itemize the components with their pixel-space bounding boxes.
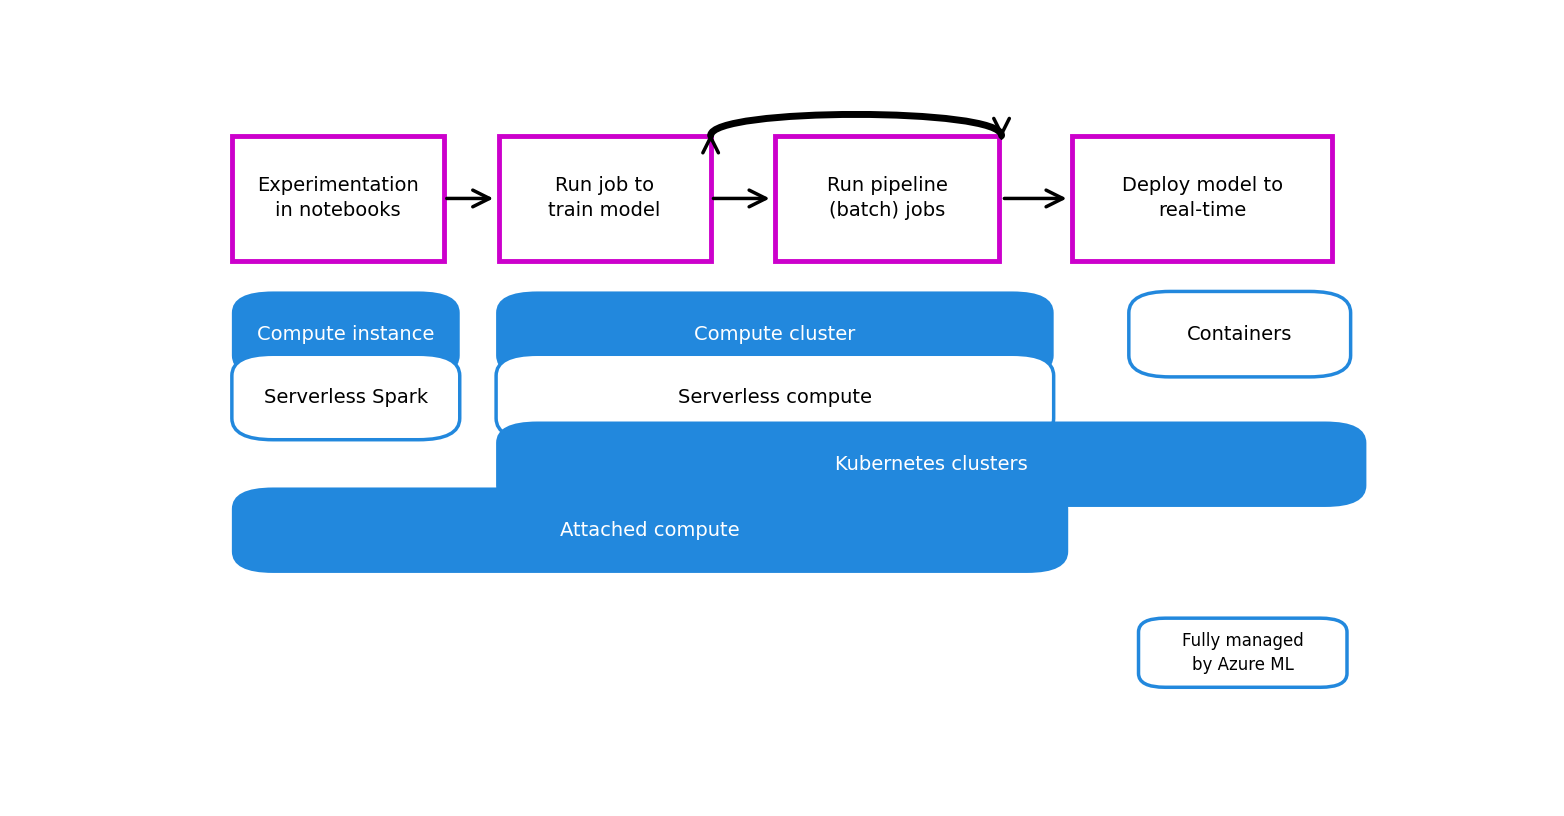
FancyBboxPatch shape xyxy=(231,487,1068,573)
FancyBboxPatch shape xyxy=(1071,135,1333,261)
Text: Fully managed
by Azure ML: Fully managed by Azure ML xyxy=(1182,632,1304,673)
FancyBboxPatch shape xyxy=(499,135,710,261)
Text: Kubernetes clusters: Kubernetes clusters xyxy=(835,455,1028,474)
FancyBboxPatch shape xyxy=(231,291,460,377)
FancyBboxPatch shape xyxy=(496,354,1054,440)
Text: Serverless compute: Serverless compute xyxy=(677,388,871,406)
Text: Run job to
train model: Run job to train model xyxy=(549,176,660,220)
FancyBboxPatch shape xyxy=(496,291,1054,377)
FancyBboxPatch shape xyxy=(1139,619,1347,687)
Text: Deploy model to
real-time: Deploy model to real-time xyxy=(1121,176,1282,220)
Text: Attached compute: Attached compute xyxy=(560,521,740,539)
Text: Serverless Spark: Serverless Spark xyxy=(264,388,429,406)
FancyBboxPatch shape xyxy=(231,135,444,261)
Text: Experimentation
in notebooks: Experimentation in notebooks xyxy=(256,176,419,220)
FancyBboxPatch shape xyxy=(231,354,460,440)
FancyBboxPatch shape xyxy=(496,422,1367,507)
Text: Containers: Containers xyxy=(1187,325,1292,344)
Text: Compute cluster: Compute cluster xyxy=(694,325,856,344)
Text: Run pipeline
(batch) jobs: Run pipeline (batch) jobs xyxy=(826,176,948,220)
FancyBboxPatch shape xyxy=(1129,291,1351,377)
Text: Compute instance: Compute instance xyxy=(256,325,435,344)
FancyBboxPatch shape xyxy=(774,135,999,261)
